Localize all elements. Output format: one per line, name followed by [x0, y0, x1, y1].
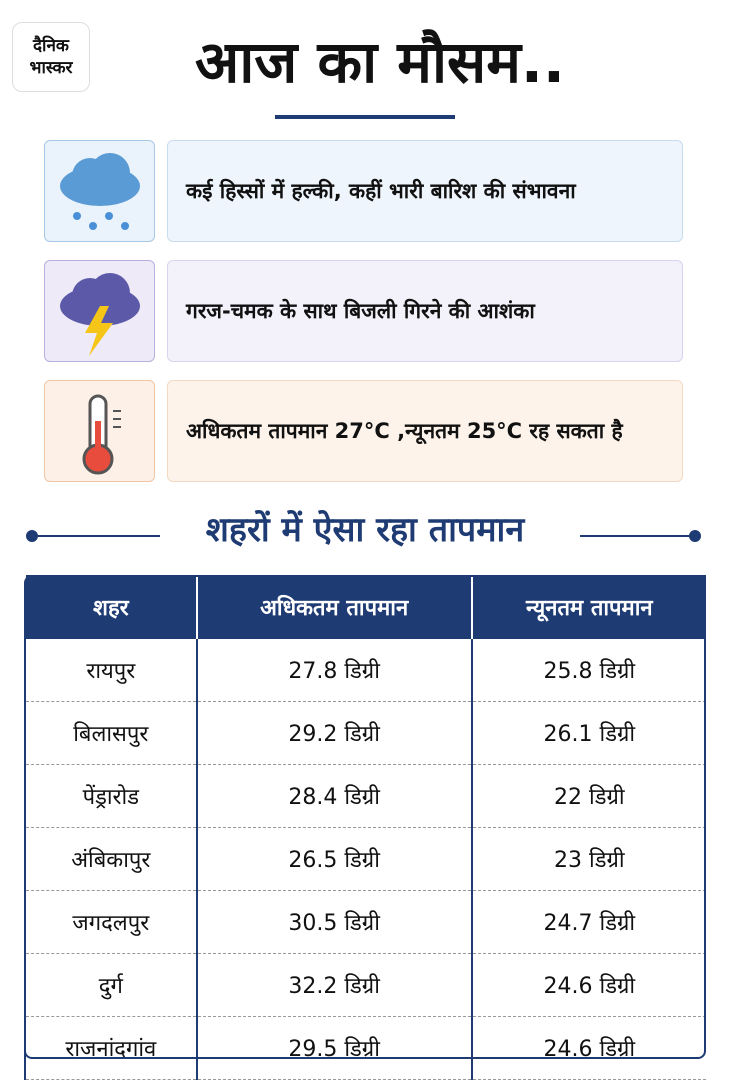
city-cell: अंबिकापुर	[24, 827, 197, 891]
table-row: अंबिकापुर 26.5 डिग्री 23 डिग्री	[24, 827, 706, 891]
temperature-cell: 23 डिग्री	[470, 827, 706, 891]
temperature-cell: 24.6 डिग्री	[470, 953, 706, 1017]
temperature-cell: 32.2 डिग्री	[195, 953, 472, 1017]
thermo-icon	[44, 380, 155, 482]
temperature-table: शहर अधिकतम तापमान न्यूनतम तापमान रायपुर 27.…	[24, 575, 706, 1080]
city-cell: रायपुर	[24, 639, 197, 702]
thermo-svg	[82, 394, 121, 475]
temperature-cell: 30.5 डिग्री	[195, 890, 472, 954]
table-row: दुर्ग 32.2 डिग्री 24.6 डिग्री	[24, 953, 706, 1017]
temperature-cell: 24.7 डिग्री	[470, 890, 706, 954]
logo-line: भास्कर	[29, 58, 73, 78]
temperature-cell: 28.4 डिग्री	[195, 764, 472, 828]
column-header: अधिकतम तापमान	[195, 575, 472, 639]
section-rule	[26, 530, 701, 542]
rain-icon	[44, 140, 155, 242]
temperature-cell: 29.2 डिग्री	[195, 701, 472, 765]
forecast-card: अधिकतम तापमान 27°C ,न्यूनतम 25°C रह सकता…	[167, 380, 683, 482]
logo: दैनिक भास्कर	[12, 22, 90, 92]
rain-svg	[60, 153, 140, 230]
table-row: पेंड्रारोड 28.4 डिग्री 22 डिग्री	[24, 764, 706, 828]
temperature-cell: 27.8 डिग्री	[195, 639, 472, 702]
temperature-cell: 26.1 डिग्री	[470, 701, 706, 765]
logo-line: दैनिक	[33, 36, 69, 56]
table-row: बिलासपुर 29.2 डिग्री 26.1 डिग्री	[24, 701, 706, 765]
column-header: न्यूनतम तापमान	[470, 575, 706, 639]
table-body: रायपुर 27.8 डिग्री 25.8 डिग्री बिलासपुर 29.2…	[24, 639, 706, 1080]
column-header: शहर	[24, 575, 197, 639]
table-border	[24, 575, 706, 1059]
temperature-cell: 26.5 डिग्री	[195, 827, 472, 891]
header-row: शहर अधिकतम तापमान न्यूनतम तापमान	[24, 575, 706, 639]
temperature-cell: 25.8 डिग्री	[470, 639, 706, 702]
table-row: रायपुर 27.8 डिग्री 25.8 डिग्री	[24, 639, 706, 702]
title: आज का मौसम..	[195, 28, 565, 96]
storm-svg	[60, 273, 140, 356]
forecast-card: गरज-चमक के साथ बिजली गिरने की आशंका	[167, 260, 683, 362]
forecast-card: कई हिस्सों में हल्की, कहीं भारी बारिश की…	[167, 140, 683, 242]
section-title: शहरों में ऐसा रहा तापमान	[205, 510, 525, 550]
underline	[275, 115, 455, 119]
city-cell: पेंड्रारोड	[24, 764, 197, 828]
temperature-cell: 22 डिग्री	[470, 764, 706, 828]
table-row: जगदलपुर 30.5 डिग्री 24.7 डिग्री	[24, 890, 706, 954]
storm-icon	[44, 260, 155, 362]
